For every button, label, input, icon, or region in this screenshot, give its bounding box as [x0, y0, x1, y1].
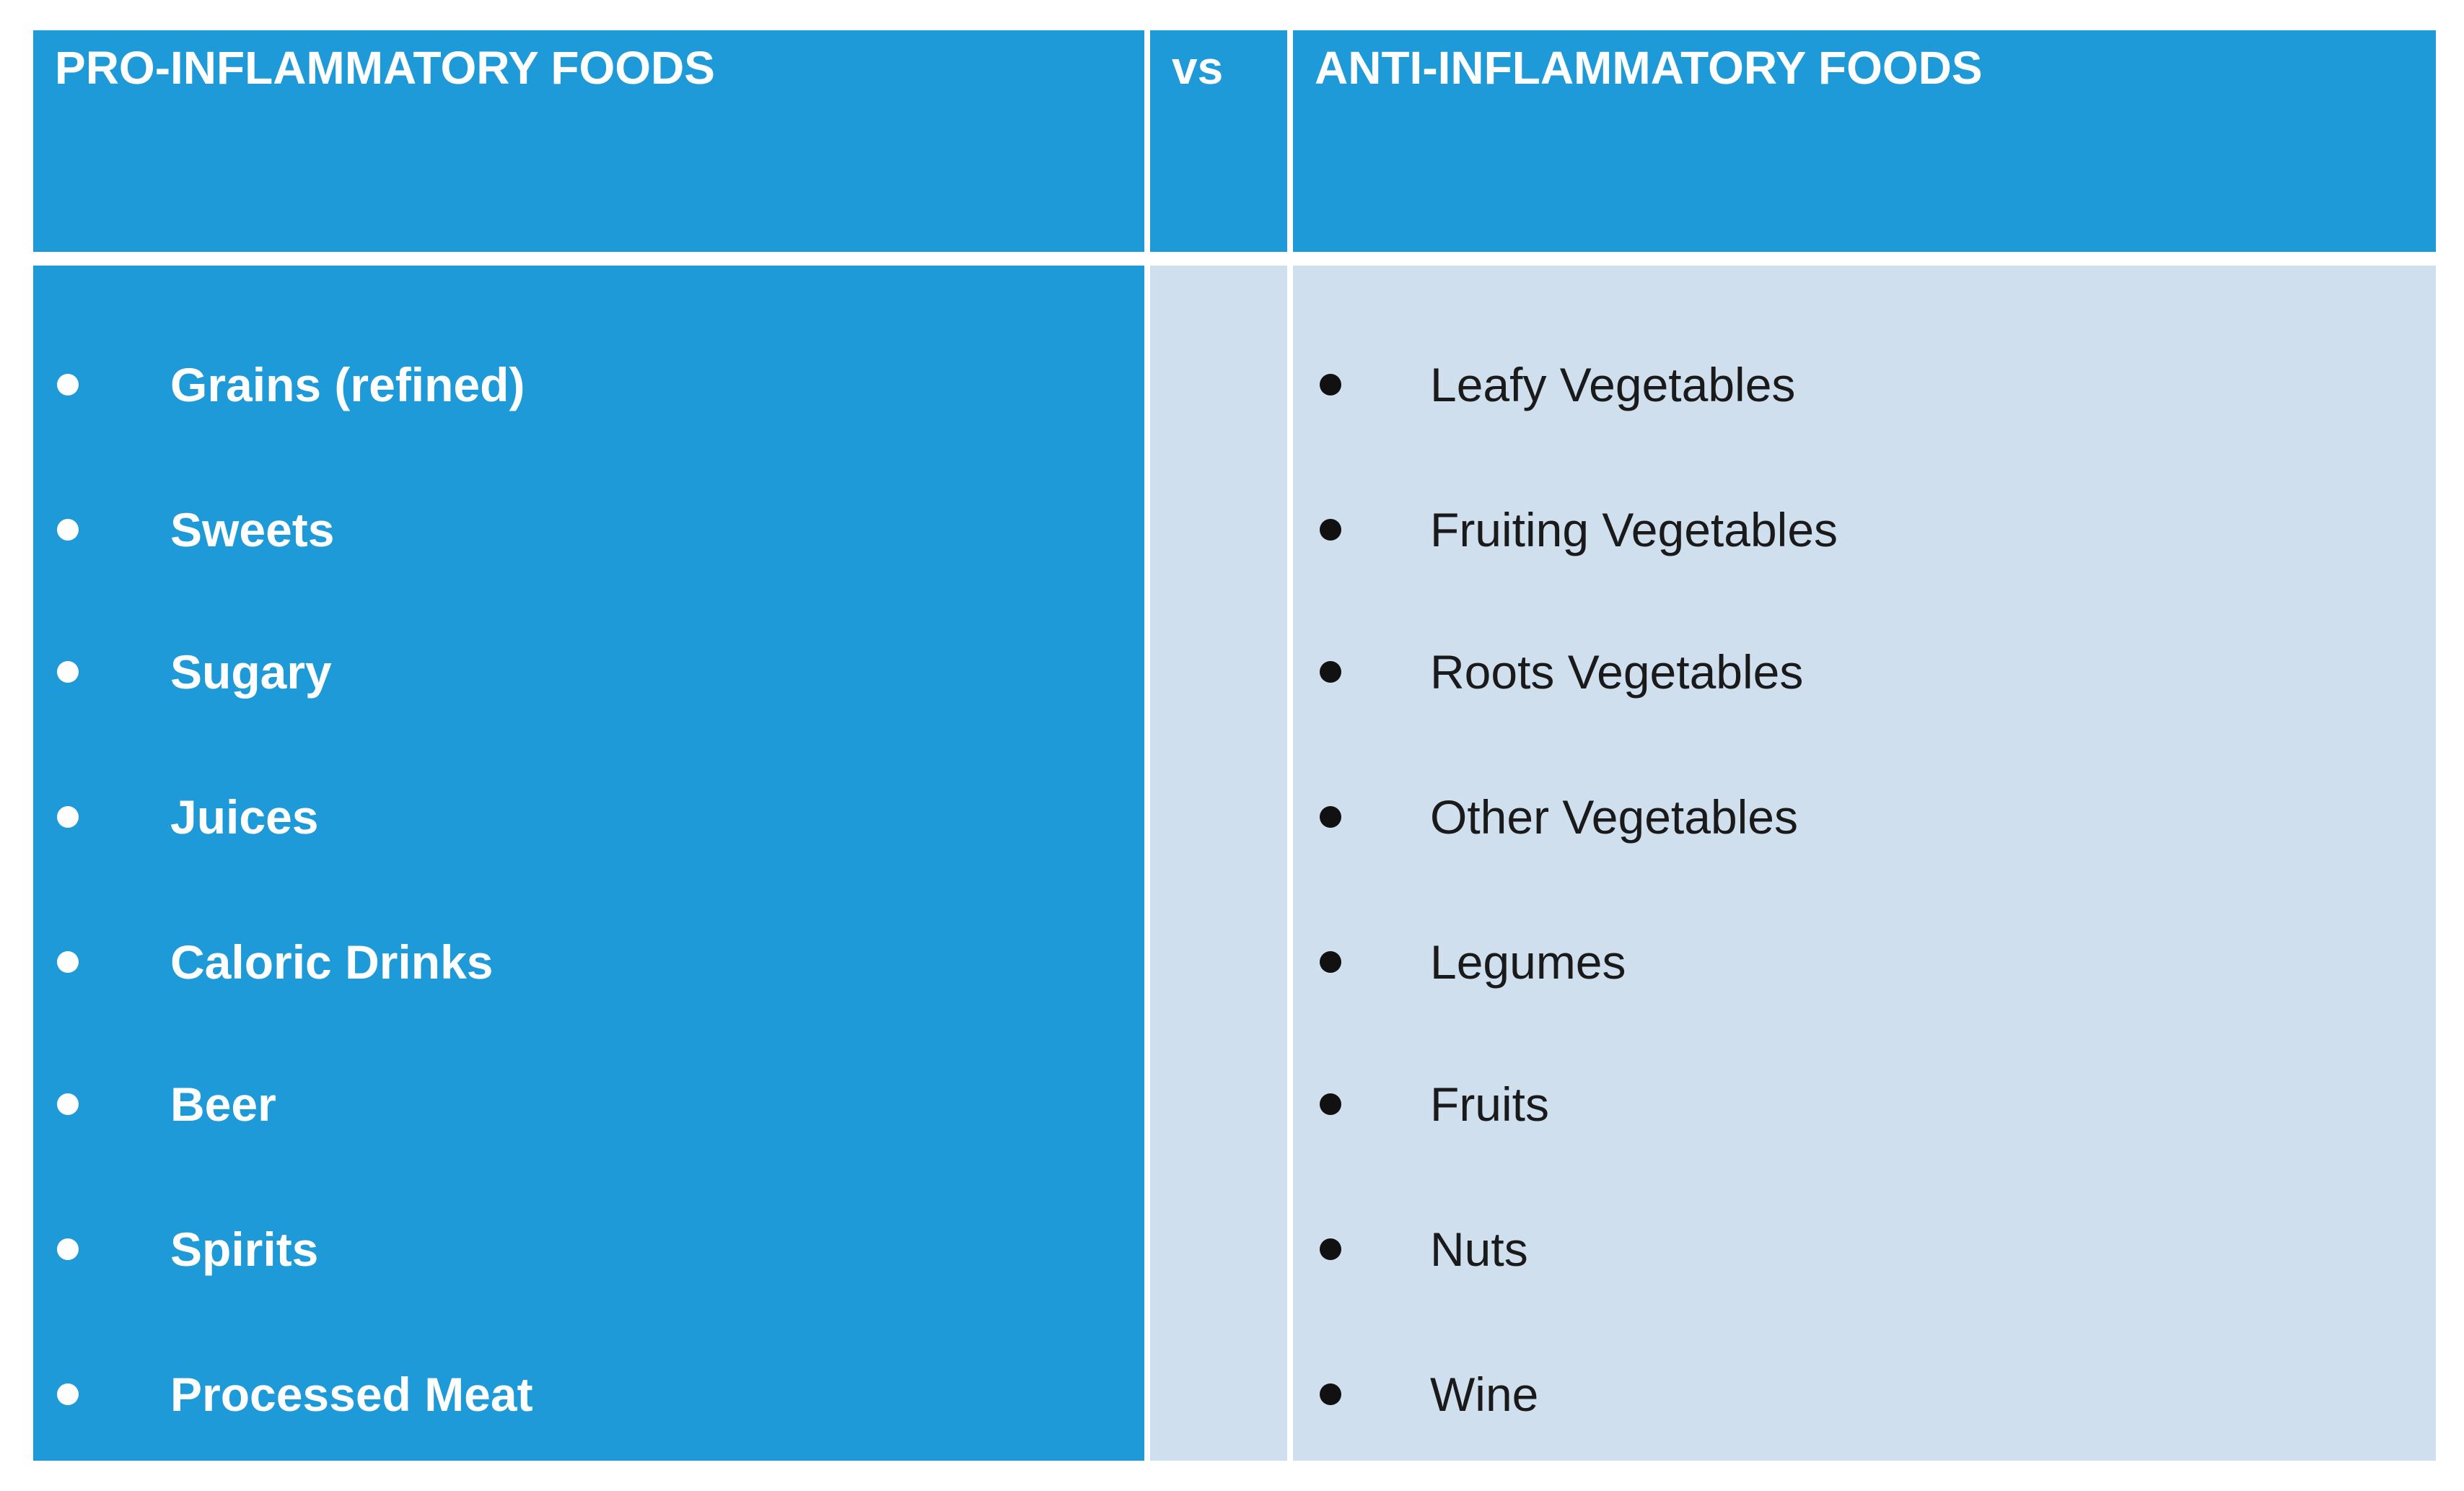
- bullet-icon: [57, 806, 79, 828]
- list-item: Roots Vegetables: [1293, 639, 2436, 704]
- anti-inflammatory-column: Leafy Vegetables Fruiting Vegetables Roo…: [1293, 266, 2436, 1461]
- list-item: Beer: [33, 1072, 1144, 1137]
- list-item-label: Caloric Drinks: [170, 935, 494, 989]
- list-item: Grains (refined): [33, 352, 1144, 417]
- list-item: Caloric Drinks: [33, 930, 1144, 994]
- list-item-label: Legumes: [1430, 935, 1626, 989]
- header-pro-inflammatory: PRO-INFLAMMATORY FOODS: [33, 30, 1144, 252]
- bullet-icon: [1320, 1238, 1341, 1260]
- bullet-icon: [1320, 1093, 1341, 1115]
- bullet-icon: [1320, 519, 1341, 541]
- list-item: Juices: [33, 784, 1144, 849]
- bullet-icon: [57, 374, 79, 395]
- list-item-label: Spirits: [170, 1223, 319, 1276]
- list-item-label: Sweets: [170, 503, 335, 556]
- list-item-label: Sugary: [170, 645, 332, 699]
- pro-inflammatory-column: Grains (refined) Sweets Sugary Juices Ca…: [33, 266, 1144, 1461]
- list-item: Fruits: [1293, 1072, 2436, 1137]
- vs-column: [1150, 266, 1287, 1461]
- list-item: Processed Meat: [33, 1362, 1144, 1427]
- bullet-icon: [1320, 951, 1341, 973]
- bullet-icon: [1320, 374, 1341, 395]
- list-item: Wine: [1293, 1362, 2436, 1427]
- list-item-label: Processed Meat: [170, 1368, 533, 1421]
- list-item: Legumes: [1293, 930, 2436, 994]
- list-item-label: Nuts: [1430, 1223, 1528, 1276]
- list-item-label: Leafy Vegetables: [1430, 358, 1796, 411]
- bullet-icon: [57, 661, 79, 683]
- list-item-label: Wine: [1430, 1368, 1539, 1421]
- list-item: Fruiting Vegetables: [1293, 497, 2436, 562]
- bullet-icon: [57, 1383, 79, 1405]
- list-item-label: Other Vegetables: [1430, 790, 1799, 844]
- bullet-icon: [57, 519, 79, 541]
- list-item: Spirits: [33, 1217, 1144, 1282]
- list-item-label: Beer: [170, 1077, 276, 1131]
- bullet-icon: [1320, 661, 1341, 683]
- bullet-icon: [57, 1093, 79, 1115]
- list-item-label: Roots Vegetables: [1430, 645, 1804, 699]
- bullet-icon: [1320, 1383, 1341, 1405]
- header-vs-label: vs: [1172, 42, 1224, 94]
- list-item-label: Juices: [170, 790, 319, 844]
- header-anti-label: ANTI-INFLAMMATORY FOODS: [1315, 42, 1983, 94]
- bullet-icon: [57, 951, 79, 973]
- bullet-icon: [1320, 806, 1341, 828]
- header-pro-label: PRO-INFLAMMATORY FOODS: [55, 42, 715, 94]
- header-anti-inflammatory: ANTI-INFLAMMATORY FOODS: [1293, 30, 2436, 252]
- header-vs: vs: [1150, 30, 1287, 252]
- list-item: Sweets: [33, 497, 1144, 562]
- list-item-label: Fruits: [1430, 1077, 1549, 1131]
- list-item: Leafy Vegetables: [1293, 352, 2436, 417]
- list-item: Nuts: [1293, 1217, 2436, 1282]
- bullet-icon: [57, 1238, 79, 1260]
- list-item: Other Vegetables: [1293, 784, 2436, 849]
- list-item-label: Fruiting Vegetables: [1430, 503, 1838, 556]
- list-item-label: Grains (refined): [170, 358, 525, 411]
- list-item: Sugary: [33, 639, 1144, 704]
